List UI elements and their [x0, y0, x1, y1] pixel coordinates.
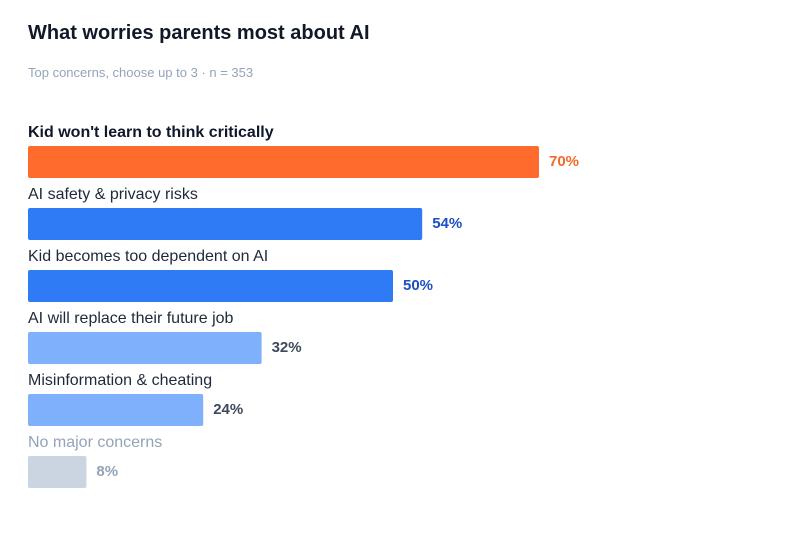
bar	[28, 456, 87, 488]
bar	[28, 270, 393, 302]
category-label: AI safety & privacy risks	[28, 186, 198, 203]
bar	[28, 332, 262, 364]
category-label: Misinformation & cheating	[28, 372, 212, 389]
value-label: 70%	[549, 153, 579, 170]
category-label: AI will replace their future job	[28, 310, 234, 327]
bar	[28, 146, 539, 178]
category-label: Kid becomes too dependent on AI	[28, 248, 268, 265]
value-label: 24%	[213, 401, 243, 418]
category-label: No major concerns	[28, 434, 162, 451]
value-label: 32%	[272, 339, 302, 356]
chart-subtitle: Top concerns, choose up to 3 · n = 353	[28, 65, 253, 80]
bar	[28, 394, 204, 426]
value-label: 54%	[432, 215, 462, 232]
category-label: Kid won't learn to think critically	[28, 124, 274, 141]
bar	[28, 208, 423, 240]
value-label: 50%	[403, 277, 433, 294]
chart-title: What worries parents most about AI	[28, 22, 370, 44]
value-label: 8%	[96, 463, 118, 480]
